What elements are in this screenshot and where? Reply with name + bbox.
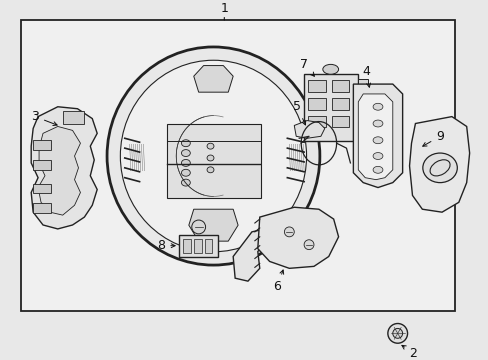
Bar [193,239,201,253]
Bar [331,98,349,110]
Ellipse shape [181,150,190,157]
Ellipse shape [206,143,214,149]
Ellipse shape [181,179,190,186]
Polygon shape [358,94,392,180]
Bar [307,116,325,127]
Circle shape [191,220,205,234]
Ellipse shape [372,166,382,173]
Circle shape [387,324,407,343]
Bar [331,80,349,92]
Ellipse shape [372,120,382,127]
Circle shape [304,240,313,249]
Polygon shape [31,107,97,229]
Ellipse shape [322,64,338,74]
Ellipse shape [181,159,190,166]
Bar [179,235,218,257]
Text: 6: 6 [273,270,283,293]
Text: 3: 3 [31,110,57,126]
Ellipse shape [181,169,190,176]
Bar [204,239,212,253]
Bar [33,140,51,150]
Bar [183,239,190,253]
Bar [304,74,358,141]
Ellipse shape [206,167,214,173]
Text: 4: 4 [362,65,370,87]
Ellipse shape [120,60,306,252]
Text: 7: 7 [300,58,314,76]
Circle shape [284,227,294,237]
Polygon shape [38,126,81,215]
Bar [331,116,349,127]
Bar [307,98,325,110]
Ellipse shape [206,155,214,161]
Polygon shape [353,84,402,188]
Bar [21,20,454,311]
Polygon shape [294,121,324,138]
Bar [33,160,51,170]
Bar [307,80,325,92]
Polygon shape [257,207,338,268]
Polygon shape [408,117,468,212]
Ellipse shape [422,153,456,183]
Bar [62,111,84,125]
Text: 1: 1 [220,2,228,20]
Circle shape [392,328,402,338]
Ellipse shape [107,47,319,265]
Ellipse shape [372,137,382,144]
Polygon shape [233,229,267,281]
Ellipse shape [181,140,190,147]
Bar [167,125,260,198]
Bar [33,203,51,213]
Bar [33,184,51,193]
Text: 9: 9 [422,130,443,146]
Ellipse shape [372,153,382,159]
Polygon shape [188,209,238,241]
Text: 2: 2 [401,345,417,360]
Polygon shape [193,66,233,92]
Text: 5: 5 [293,100,305,125]
Text: 8: 8 [157,239,175,252]
Ellipse shape [372,103,382,110]
Bar [358,79,367,136]
